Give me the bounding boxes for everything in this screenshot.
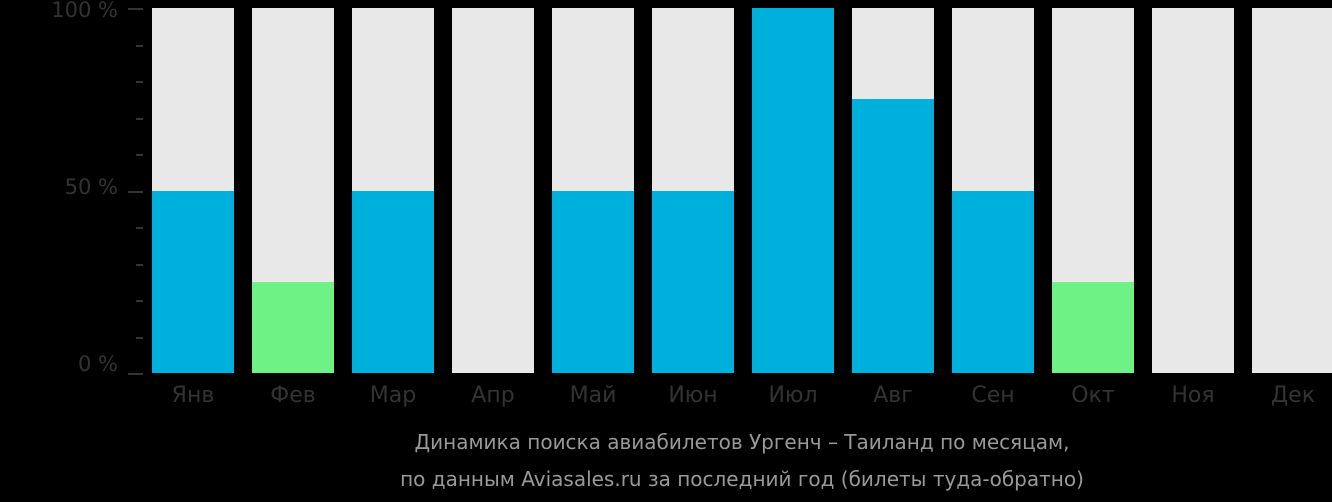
bar-fill xyxy=(652,190,734,373)
bar-7 xyxy=(752,8,834,373)
bar-11 xyxy=(1152,8,1234,373)
x-tick-label: Июл xyxy=(768,383,818,408)
y-minor-tick xyxy=(136,227,143,229)
y-tick-label-100: 100 % xyxy=(51,0,118,22)
y-minor-tick xyxy=(136,264,143,266)
x-tick-label: Фев xyxy=(270,383,316,408)
bar-fill xyxy=(1052,281,1134,373)
caption-line-1: Динамика поиска авиабилетов Ургенч – Таи… xyxy=(414,430,1070,454)
bar-10 xyxy=(1052,8,1134,373)
x-tick-label: Май xyxy=(569,383,617,408)
y-major-tick xyxy=(128,8,143,10)
x-tick-label: Дек xyxy=(1270,383,1315,408)
bar-fill xyxy=(852,99,934,373)
bar-fill xyxy=(952,190,1034,373)
y-minor-tick xyxy=(136,154,143,156)
bar-fill xyxy=(252,281,334,373)
x-tick-label: Июн xyxy=(668,383,718,408)
bar-8 xyxy=(852,8,934,373)
y-major-tick xyxy=(128,191,143,193)
x-tick-label: Ноя xyxy=(1171,383,1215,408)
bar-fill xyxy=(352,190,434,373)
bar-2 xyxy=(252,8,334,373)
bar-fill xyxy=(152,190,234,373)
bar-1 xyxy=(152,8,234,373)
y-tick-label-50: 50 % xyxy=(64,175,118,199)
y-minor-tick xyxy=(136,118,143,120)
caption-line-2: по данным Aviasales.ru за последний год … xyxy=(400,467,1084,491)
y-minor-tick xyxy=(136,300,143,302)
bar-5 xyxy=(552,8,634,373)
x-tick-label: Окт xyxy=(1071,383,1115,408)
bar-9 xyxy=(952,8,1034,373)
y-tick-label-0: 0 % xyxy=(78,352,118,376)
bar-4 xyxy=(452,8,534,373)
y-minor-tick xyxy=(136,337,143,339)
y-minor-tick xyxy=(136,81,143,83)
x-tick-label: Сен xyxy=(971,383,1015,408)
bar-6 xyxy=(652,8,734,373)
bar-12 xyxy=(1252,8,1332,373)
x-tick-label: Апр xyxy=(471,383,515,408)
x-tick-label: Янв xyxy=(171,383,215,408)
x-tick-label: Авг xyxy=(873,383,913,408)
x-tick-label: Мар xyxy=(369,383,417,408)
y-major-tick xyxy=(128,373,143,375)
bar-fill xyxy=(752,8,834,373)
bar-3 xyxy=(352,8,434,373)
bar-fill xyxy=(552,190,634,373)
y-minor-tick xyxy=(136,45,143,47)
